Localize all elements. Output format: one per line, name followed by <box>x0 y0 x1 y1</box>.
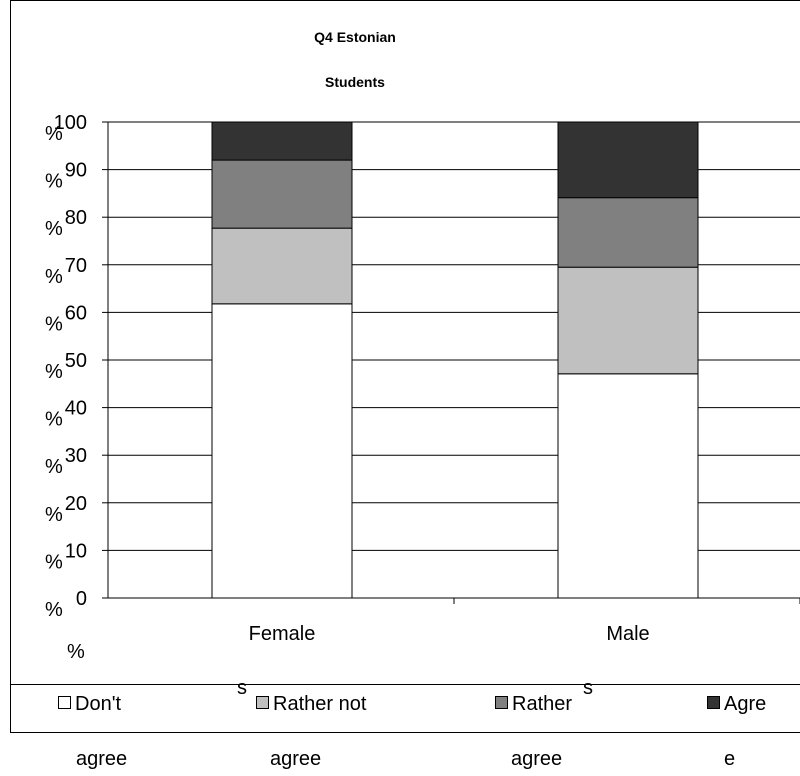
legend-item-rather-not-agree: Rather not <box>256 693 366 716</box>
chart-frame <box>10 0 800 685</box>
legend-label-line2: e <box>724 748 736 770</box>
y-tick-suffix: % <box>45 123 63 145</box>
bars <box>211 121 699 599</box>
x-tick-label: Male <box>606 623 649 645</box>
legend-label: Rather not <box>273 693 367 715</box>
y-tick-suffix: % <box>67 641 85 663</box>
y-tick-suffix: % <box>45 218 63 240</box>
y-tick-label: 10 <box>65 540 87 562</box>
y-tick-suffix: % <box>45 456 63 478</box>
bar-segment <box>557 266 699 375</box>
legend-label-line2: agree <box>511 748 563 770</box>
legend-item-agree: Agre <box>707 693 766 716</box>
x-tick-label: Female <box>249 623 316 645</box>
bar-segment <box>211 159 353 229</box>
legend-item-dont-agree: Don't <box>58 693 121 716</box>
y-tick-label: 100 <box>54 112 87 134</box>
y-tick-suffix: % <box>45 313 63 335</box>
legend-swatch <box>707 696 720 709</box>
legend-label: Don't <box>75 693 122 715</box>
y-tick-suffix: % <box>45 361 63 383</box>
bar-segment <box>557 373 699 599</box>
y-tick-label: 80 <box>65 207 87 229</box>
bar-segment <box>211 303 353 599</box>
legend-swatch <box>256 696 269 709</box>
legend-box <box>10 685 800 733</box>
legend-label-line2: agree <box>76 748 128 770</box>
y-tick-suffix: % <box>45 504 63 526</box>
y-tick-label: 90 <box>65 160 87 182</box>
legend-swatch <box>58 696 71 709</box>
bar-segment <box>211 227 353 305</box>
y-tick-label: 0 <box>76 588 87 610</box>
x-axis: Female s Male s <box>108 597 800 699</box>
legend-swatch <box>495 696 508 709</box>
legend-label: Agre <box>724 693 767 715</box>
chart-title-line-1: Q4 Estonian <box>314 29 396 45</box>
bar-segment <box>211 121 353 161</box>
y-tick-suffix: % <box>45 599 63 621</box>
y-tick-label: 40 <box>65 398 87 420</box>
y-tick-label: 60 <box>65 302 87 324</box>
y-tick-label: 20 <box>65 493 87 515</box>
y-tick-suffix: % <box>45 551 63 573</box>
bar-segment <box>557 197 699 268</box>
y-tick-label: 50 <box>65 350 87 372</box>
y-tick-label: 30 <box>65 445 87 467</box>
legend-item-rather-agree: Rather <box>495 693 572 716</box>
chart-title-line-2: Students <box>325 74 385 90</box>
y-axis: 0%10%20%30%40%50%60%70%80%90%100%% <box>45 112 109 663</box>
y-tick-suffix: % <box>45 409 63 431</box>
y-tick-suffix: % <box>45 171 63 193</box>
legend-label-line2: agree <box>270 748 322 770</box>
x-tick-label-suffix: s <box>237 677 247 699</box>
bar-segment <box>557 121 699 199</box>
y-tick-label: 70 <box>65 255 87 277</box>
y-tick-suffix: % <box>45 266 63 288</box>
x-tick-label-suffix: s <box>583 677 593 699</box>
legend-label: Rather <box>512 693 573 715</box>
